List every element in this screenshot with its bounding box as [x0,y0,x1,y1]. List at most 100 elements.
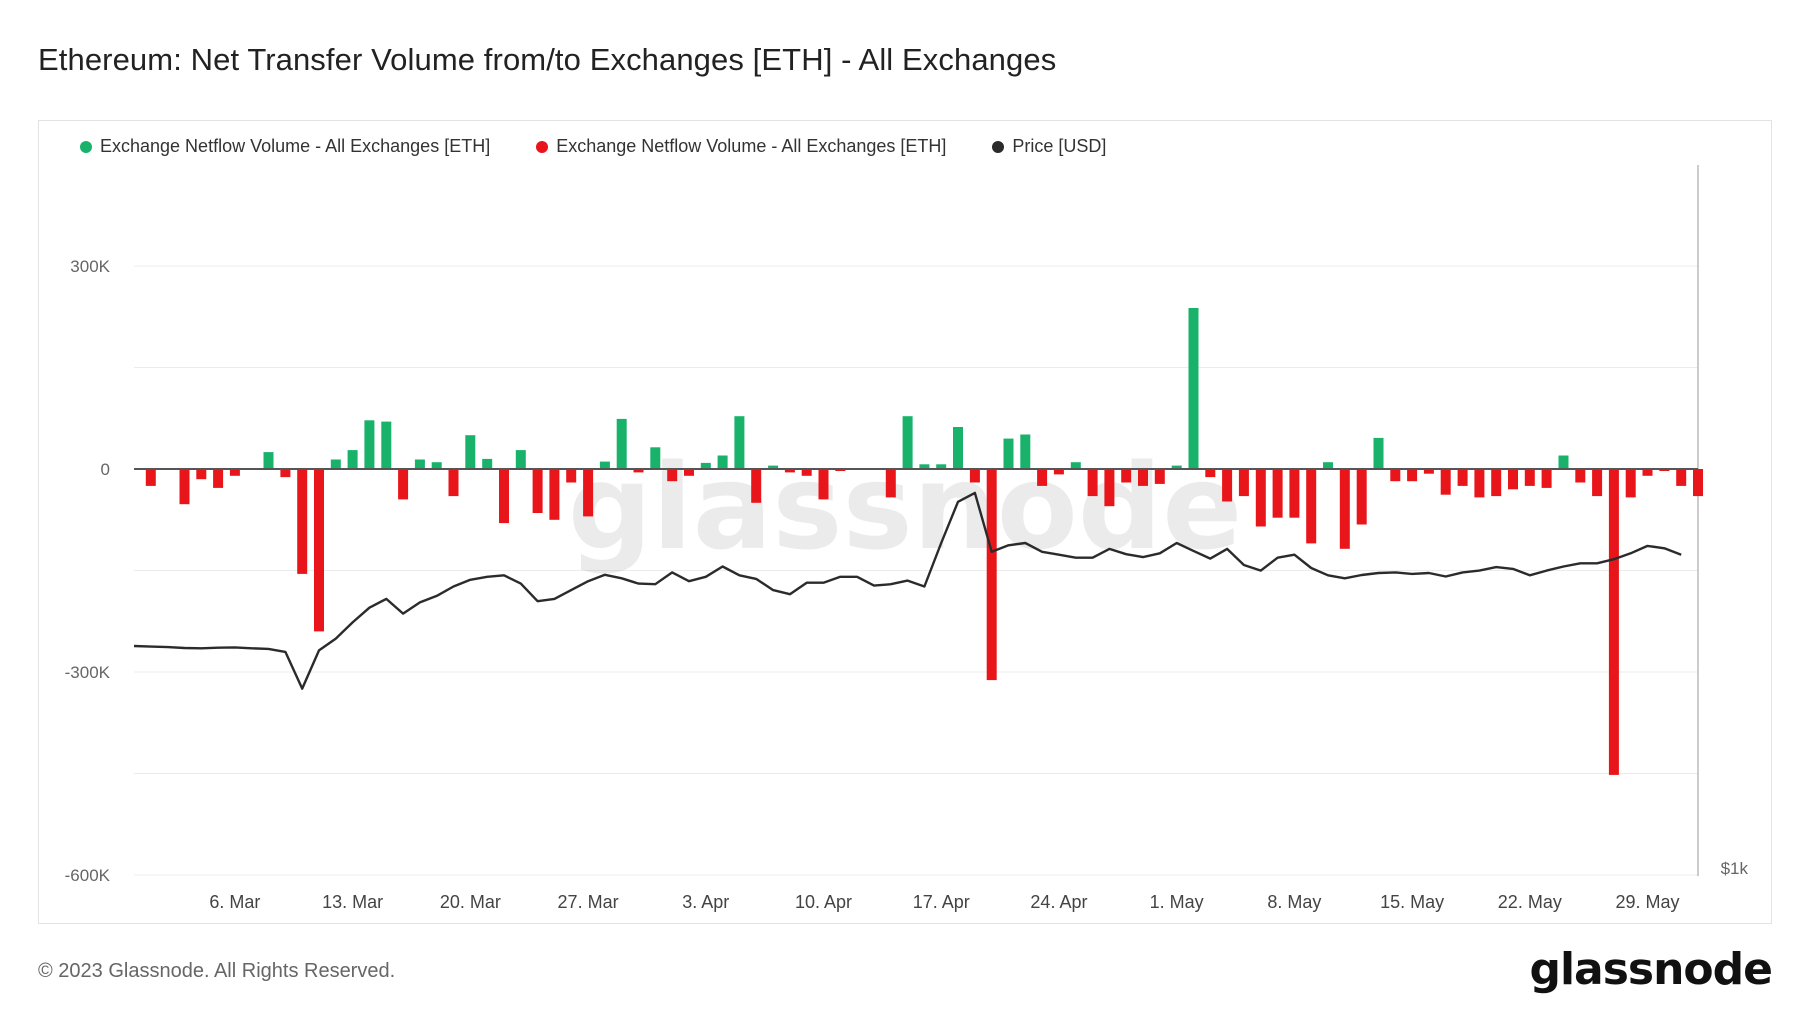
bar-inflow [431,462,442,469]
legend-dot-price [992,140,1005,153]
bar-inflow [1373,437,1384,469]
y-tick-label: 300K [70,257,110,276]
bar-inflow [1188,308,1199,469]
bar-outflow [499,469,509,524]
bar-inflow [414,459,425,469]
bar-outflow [1440,469,1451,495]
bar-outflow [566,469,577,483]
bar-outflow [885,469,896,498]
bar-outflow [667,469,678,482]
x-tick-label: 13. Mar [322,892,383,912]
bar-outflow [1272,469,1283,518]
bar-outflow [1154,469,1165,484]
bar-inflow [902,416,913,469]
bar-outflow [1524,469,1535,486]
x-tick-label: 24. Apr [1030,892,1087,912]
bar-outflow [1306,469,1317,544]
bar-inflow [650,447,661,469]
bar-inflow [599,461,610,469]
y-tick-label: 0 [101,460,110,479]
bar-outflow [1407,469,1418,482]
legend-item-outflow[interactable]: Exchange Netflow Volume - All Exchanges … [536,136,946,157]
glassnode-logo: glassnode [1529,944,1773,995]
bar-outflow [1491,469,1502,497]
legend-item-inflow[interactable]: Exchange Netflow Volume - All Exchanges … [80,136,490,157]
bar-inflow [1323,462,1333,469]
chart-panel [38,120,1772,924]
bar-outflow [1592,469,1603,497]
bar-inflow [381,421,392,469]
bar-outflow [297,469,308,574]
bar-outflow [1238,469,1249,497]
x-tick-label: 3. Apr [682,892,729,912]
bar-outflow [196,469,207,480]
bar-outflow [1575,469,1586,483]
bar-inflow [515,450,526,469]
legend-item-price[interactable]: Price [USD] [992,136,1106,157]
bar-outflow [1138,469,1148,486]
bar-outflow [1255,469,1266,527]
bar-outflow [1608,469,1619,775]
bar-outflow [213,469,224,488]
bar-outflow [448,469,459,497]
bar-outflow [1642,469,1653,476]
bar-inflow [465,435,476,469]
bar-outflow [784,469,795,473]
legend-dot-inflow [80,140,92,153]
bar-outflow [801,469,812,476]
bar-outflow [1205,469,1216,478]
bar-inflow [330,459,341,469]
bar-outflow [549,469,560,520]
bar-outflow [1087,469,1098,497]
bar-outflow [179,469,190,505]
bar-outflow [583,469,594,517]
bar-inflow [263,452,274,469]
x-tick-label: 27. Mar [558,892,619,912]
x-tick-label: 15. May [1380,892,1444,912]
bar-inflow [768,465,779,469]
x-tick-label: 22. May [1498,892,1562,912]
bar-outflow [1053,469,1064,475]
x-tick-label: 10. Apr [795,892,852,912]
bar-inflow [1020,434,1031,469]
x-tick-label: 17. Apr [913,892,970,912]
x-tick-label: 20. Mar [440,892,501,912]
bar-outflow [986,469,997,681]
bar-outflow [532,469,543,513]
bar-outflow [1474,469,1485,498]
bar-outflow [1457,469,1468,486]
bar-inflow [717,455,728,469]
bar-outflow [969,469,980,483]
y2-axis-label: $1k [1721,859,1749,878]
legend-label-outflow: Exchange Netflow Volume - All Exchanges … [556,136,947,156]
bar-inflow [953,427,963,469]
y-tick-label: -600K [65,866,111,885]
bar-outflow [1676,469,1687,486]
bar-outflow [684,469,694,476]
bar-inflow [936,464,947,469]
bar-outflow [1508,469,1518,490]
x-tick-label: 29. May [1616,892,1680,912]
bar-outflow [229,469,240,476]
x-tick-label: 6. Mar [209,892,260,912]
bar-outflow [1693,469,1703,497]
bar-outflow [398,469,409,500]
bar-inflow [700,462,711,469]
y-tick-label: -300K [65,663,111,682]
bar-outflow [1037,469,1048,486]
bar-outflow [751,469,762,503]
bar-outflow [1339,469,1350,549]
chart-legend: Exchange Netflow Volume - All Exchanges … [80,136,1106,157]
bar-outflow [280,469,291,478]
bar-inflow [1558,455,1569,469]
bar-outflow [1390,469,1401,482]
bar-outflow [1222,469,1233,502]
bar-outflow [1625,469,1636,498]
bar-outflow [1104,469,1115,507]
chart-title: Ethereum: Net Transfer Volume from/to Ex… [38,42,1057,77]
bar-outflow [1423,469,1434,474]
bar-outflow [818,469,829,500]
bar-inflow [1070,462,1081,469]
bar-outflow [633,469,644,473]
